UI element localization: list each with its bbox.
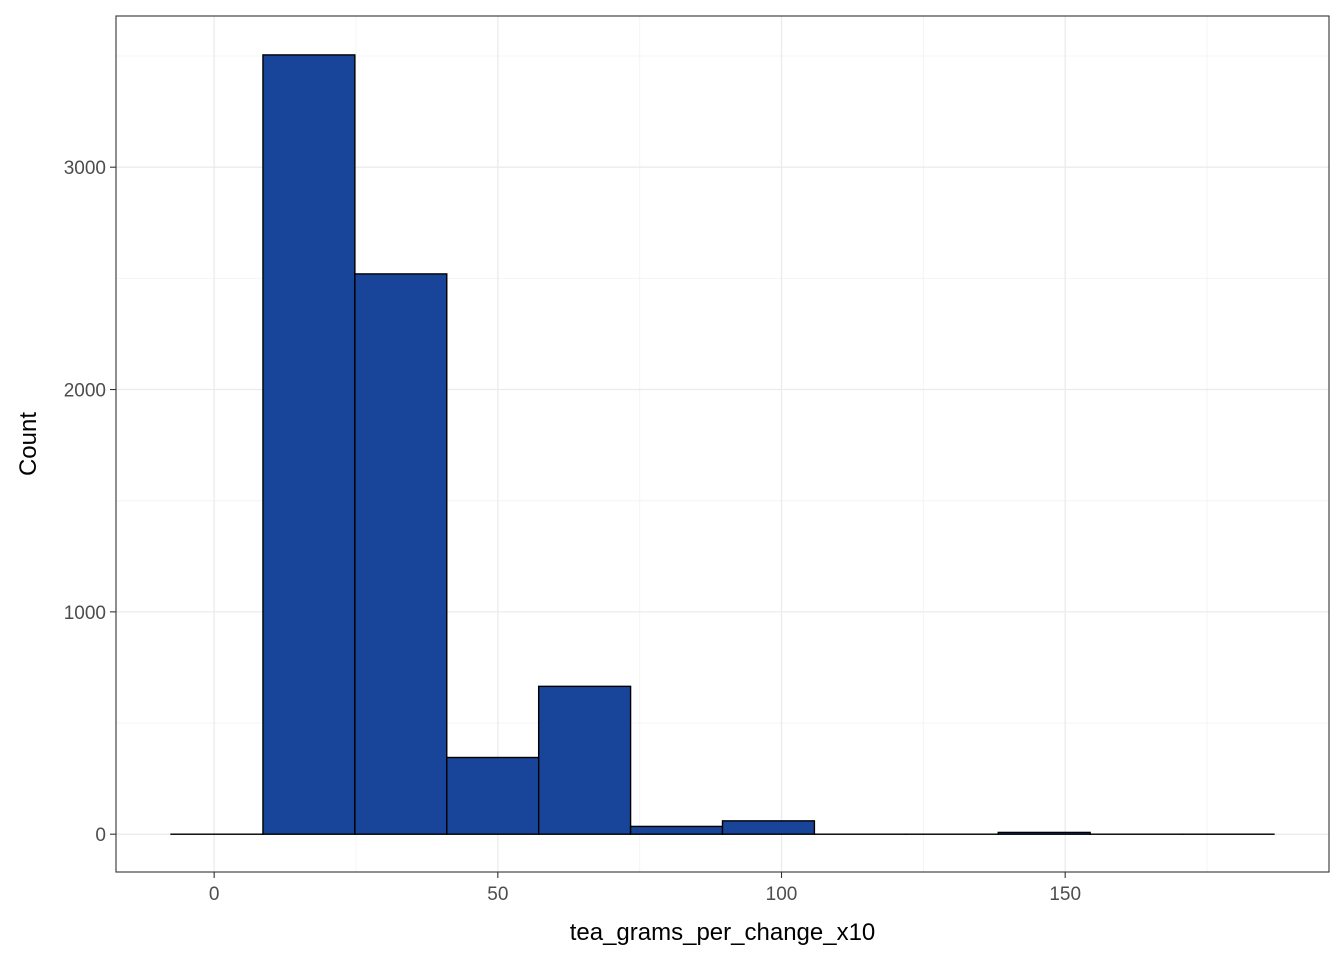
y-tick-label: 0	[95, 825, 106, 846]
y-axis-ticks: 0 1000 2000 3000	[64, 158, 116, 846]
histogram-bars	[170, 54, 1275, 835]
y-tick-label: 2000	[64, 381, 106, 402]
histogram-bar	[537, 685, 632, 835]
histogram-bar	[446, 756, 540, 835]
y-axis-title: Count	[15, 412, 42, 476]
y-tick-label: 3000	[64, 158, 106, 179]
panel-border	[115, 15, 1330, 873]
x-tick-label: 50	[487, 884, 508, 905]
x-tick-label: 100	[766, 884, 798, 905]
histogram-bar	[262, 54, 356, 835]
histogram-bar	[354, 273, 448, 835]
y-tick-label: 1000	[64, 603, 106, 624]
x-tick-label: 0	[209, 884, 220, 905]
histogram-bar	[629, 825, 724, 835]
x-tick-label: 150	[1049, 884, 1081, 905]
x-axis-ticks: 0 50 100 150	[209, 872, 1081, 905]
histogram-bar	[997, 831, 1091, 835]
histogram-bar	[721, 820, 816, 835]
x-axis-title: tea_grams_per_change_x10	[570, 919, 876, 946]
